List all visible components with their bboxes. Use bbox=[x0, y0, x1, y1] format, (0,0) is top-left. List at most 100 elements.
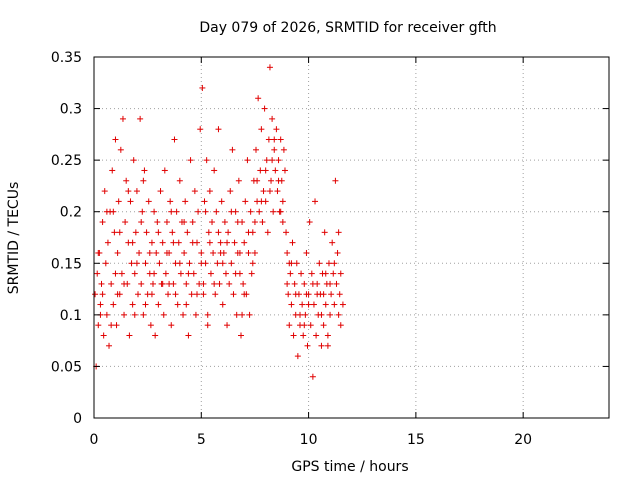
data-point bbox=[102, 260, 109, 267]
data-point bbox=[160, 311, 167, 318]
data-point bbox=[182, 198, 189, 205]
data-point bbox=[206, 188, 213, 195]
data-point bbox=[233, 311, 240, 318]
data-point bbox=[142, 260, 149, 267]
data-point bbox=[123, 177, 130, 184]
data-point bbox=[125, 188, 132, 195]
chart-title: Day 079 of 2026, SRMTID for receiver gft… bbox=[199, 20, 496, 36]
data-point bbox=[279, 198, 286, 205]
data-point bbox=[236, 249, 243, 256]
data-point bbox=[127, 198, 134, 205]
y-tick-label: 0.3 bbox=[60, 102, 82, 118]
data-point bbox=[134, 291, 141, 298]
data-point bbox=[183, 280, 190, 287]
data-point bbox=[108, 280, 115, 287]
data-point bbox=[229, 146, 236, 153]
data-point bbox=[151, 270, 158, 277]
data-point bbox=[138, 219, 145, 226]
data-point bbox=[108, 322, 115, 329]
data-point bbox=[200, 280, 207, 287]
data-point bbox=[240, 280, 247, 287]
data-point bbox=[153, 249, 160, 256]
data-point bbox=[168, 322, 175, 329]
data-point bbox=[225, 229, 232, 236]
data-point bbox=[287, 270, 294, 277]
data-point bbox=[197, 126, 204, 133]
data-point bbox=[126, 332, 133, 339]
data-point bbox=[99, 291, 106, 298]
data-point bbox=[301, 280, 308, 287]
data-point bbox=[112, 270, 119, 277]
data-point bbox=[239, 311, 246, 318]
data-point bbox=[131, 270, 138, 277]
data-point bbox=[329, 239, 336, 246]
data-point bbox=[322, 270, 329, 277]
data-point bbox=[306, 219, 313, 226]
data-point bbox=[303, 291, 310, 298]
data-point bbox=[173, 208, 180, 215]
data-point bbox=[327, 311, 334, 318]
data-point bbox=[183, 301, 190, 308]
data-point bbox=[184, 229, 191, 236]
data-point bbox=[159, 280, 166, 287]
data-point bbox=[254, 177, 261, 184]
data-point bbox=[106, 342, 113, 349]
data-point bbox=[97, 301, 104, 308]
data-point bbox=[335, 311, 342, 318]
data-point bbox=[181, 249, 188, 256]
data-point bbox=[327, 280, 334, 287]
data-point bbox=[274, 188, 281, 195]
data-point bbox=[218, 198, 225, 205]
data-point bbox=[321, 229, 328, 236]
x-tick-label: 0 bbox=[90, 432, 99, 448]
data-point bbox=[272, 167, 279, 174]
data-point bbox=[171, 136, 178, 143]
x-tick-label: 10 bbox=[300, 432, 318, 448]
data-point bbox=[203, 157, 210, 164]
data-point bbox=[314, 291, 321, 298]
data-point bbox=[170, 239, 177, 246]
data-point bbox=[109, 167, 116, 174]
data-point bbox=[138, 280, 145, 287]
data-point bbox=[176, 177, 183, 184]
data-point bbox=[95, 322, 102, 329]
data-point bbox=[191, 188, 198, 195]
data-point bbox=[100, 332, 107, 339]
data-point bbox=[195, 208, 202, 215]
data-point bbox=[152, 332, 159, 339]
data-point bbox=[228, 208, 235, 215]
data-point bbox=[221, 219, 228, 226]
data-point bbox=[156, 260, 163, 267]
data-point bbox=[336, 291, 343, 298]
data-point bbox=[320, 322, 327, 329]
data-point bbox=[181, 219, 188, 226]
data-point bbox=[112, 136, 119, 143]
data-point bbox=[201, 198, 208, 205]
data-point bbox=[337, 270, 344, 277]
data-point bbox=[294, 353, 301, 360]
data-point bbox=[297, 311, 303, 318]
data-point bbox=[172, 291, 179, 298]
data-point bbox=[291, 280, 298, 287]
data-point bbox=[165, 291, 172, 298]
data-point bbox=[230, 291, 237, 298]
data-point bbox=[324, 342, 331, 349]
data-point bbox=[215, 126, 222, 133]
y-tick-label: 0.35 bbox=[51, 50, 82, 66]
data-point bbox=[335, 229, 342, 236]
data-point bbox=[119, 115, 126, 122]
data-point bbox=[122, 219, 129, 226]
data-point bbox=[283, 229, 290, 236]
data-point bbox=[231, 239, 238, 246]
data-point bbox=[132, 229, 139, 236]
data-point bbox=[302, 311, 309, 318]
data-point bbox=[258, 126, 265, 133]
data-point bbox=[284, 280, 291, 287]
data-point bbox=[290, 332, 297, 339]
data-point bbox=[130, 157, 137, 164]
data-point bbox=[200, 291, 207, 298]
data-point bbox=[155, 301, 162, 308]
data-point bbox=[216, 280, 223, 287]
y-tick-label: 0.1 bbox=[60, 308, 82, 324]
data-point bbox=[150, 280, 157, 287]
